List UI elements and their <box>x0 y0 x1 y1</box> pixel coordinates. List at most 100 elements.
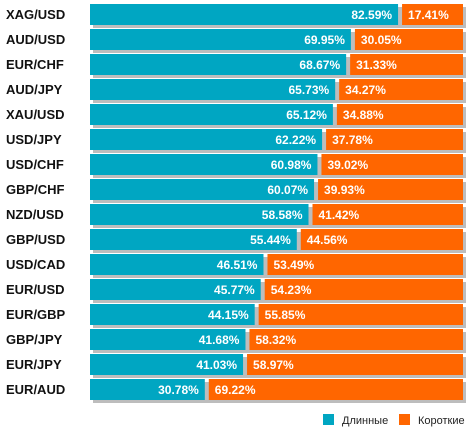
short-value-label: 39.02% <box>327 158 368 172</box>
bar-long <box>90 129 323 150</box>
pair-label: USD/CHF <box>6 157 64 172</box>
bar-long <box>90 204 309 225</box>
bar-short <box>208 379 463 400</box>
pair-label: EUR/AUD <box>6 382 65 397</box>
short-value-label: 41.42% <box>319 208 360 222</box>
long-value-label: 65.73% <box>288 83 329 97</box>
pair-label: GBP/CHF <box>6 182 65 197</box>
bar-short <box>258 304 463 325</box>
bar-row: AUD/USD 69.95% 30.05% <box>6 29 466 53</box>
bar-row: EUR/AUD 30.78% 69.22% <box>6 379 466 403</box>
bar-row: GBP/USD 55.44% 44.56% <box>6 229 466 253</box>
bar-long <box>90 254 264 275</box>
long-value-label: 82.59% <box>351 8 392 22</box>
pair-label: AUD/JPY <box>6 82 63 97</box>
legend-label-short: Короткие <box>418 415 465 427</box>
bar-row: GBP/JPY 41.68% 58.32% <box>6 329 466 353</box>
pair-label: XAU/USD <box>6 107 65 122</box>
pair-label: EUR/USD <box>6 282 65 297</box>
long-value-label: 46.51% <box>217 258 258 272</box>
pair-label: GBP/JPY <box>6 332 63 347</box>
pair-label: EUR/GBP <box>6 307 66 322</box>
bar-long <box>90 329 246 350</box>
bar-row: NZD/USD 58.58% 41.42% <box>6 204 466 228</box>
bar-short <box>267 254 463 275</box>
short-value-label: 34.27% <box>345 83 386 97</box>
bar-long <box>90 354 244 375</box>
bar-short <box>247 354 463 375</box>
bar-long <box>90 229 297 250</box>
chart-legend: Длинные Короткие <box>323 414 465 427</box>
bar-short <box>350 54 463 75</box>
bar-long <box>90 154 318 175</box>
bar-long <box>90 79 336 100</box>
bar-short <box>321 154 463 175</box>
short-value-label: 34.88% <box>343 108 384 122</box>
bar-short <box>336 104 463 125</box>
long-value-label: 41.03% <box>196 358 237 372</box>
pair-label: XAG/USD <box>6 7 65 22</box>
long-value-label: 41.68% <box>199 333 240 347</box>
short-value-label: 37.78% <box>332 133 373 147</box>
bar-short <box>326 129 463 150</box>
bar-row: EUR/JPY 41.03% 58.97% <box>6 354 466 378</box>
pair-label: NZD/USD <box>6 207 64 222</box>
bar-row: EUR/USD 45.77% 54.23% <box>6 279 466 303</box>
short-value-label: 44.56% <box>307 233 348 247</box>
bar-row: AUD/JPY 65.73% 34.27% <box>6 79 466 103</box>
pair-label: EUR/JPY <box>6 357 62 372</box>
bar-row: USD/CHF 60.98% 39.02% <box>6 154 466 178</box>
bar-row: USD/JPY 62.22% 37.78% <box>6 129 466 153</box>
long-value-label: 30.78% <box>158 383 199 397</box>
bar-row: USD/CAD 46.51% 53.49% <box>6 254 466 278</box>
short-value-label: 39.93% <box>324 183 365 197</box>
chart-rows: XAG/USD 82.59% 17.41% AUD/USD 69.95% 30.05% EU… <box>6 4 466 403</box>
bar-short <box>312 204 463 225</box>
bar-row: XAU/USD 65.12% 34.88% <box>6 104 466 128</box>
bar-long <box>90 304 255 325</box>
short-value-label: 69.22% <box>215 383 256 397</box>
short-value-label: 17.41% <box>408 8 449 22</box>
bar-long <box>90 4 399 25</box>
short-value-label: 54.23% <box>271 283 312 297</box>
pair-label: USD/JPY <box>6 132 62 147</box>
long-value-label: 58.58% <box>262 208 303 222</box>
bar-row: EUR/GBP 44.15% 55.85% <box>6 304 466 328</box>
pair-label: USD/CAD <box>6 257 65 272</box>
legend-label-long: Длинные <box>342 415 388 427</box>
bar-short <box>402 4 463 25</box>
long-value-label: 45.77% <box>214 283 255 297</box>
long-value-label: 55.44% <box>250 233 291 247</box>
bar-long <box>90 104 333 125</box>
bar-long <box>90 179 315 200</box>
bar-short <box>318 179 463 200</box>
bar-row: XAG/USD 82.59% 17.41% <box>6 4 466 28</box>
bar-short <box>264 279 463 300</box>
bar-short <box>300 229 463 250</box>
short-value-label: 31.33% <box>356 58 397 72</box>
bar-row: GBP/CHF 60.07% 39.93% <box>6 179 466 203</box>
short-value-label: 58.32% <box>255 333 296 347</box>
long-value-label: 44.15% <box>208 308 249 322</box>
short-value-label: 55.85% <box>265 308 306 322</box>
bar-short <box>339 79 463 100</box>
bar-short <box>354 29 463 50</box>
bar-long <box>90 279 261 300</box>
bar-long <box>90 29 351 50</box>
pair-label: AUD/USD <box>6 32 65 47</box>
legend-swatch-long <box>323 414 334 425</box>
long-value-label: 65.12% <box>286 108 327 122</box>
short-value-label: 58.97% <box>253 358 294 372</box>
long-value-label: 69.95% <box>304 33 345 47</box>
short-value-label: 30.05% <box>361 33 402 47</box>
bar-row: EUR/CHF 68.67% 31.33% <box>6 54 466 78</box>
pair-label: EUR/CHF <box>6 57 64 72</box>
long-value-label: 68.67% <box>299 58 340 72</box>
long-value-label: 60.98% <box>271 158 312 172</box>
long-value-label: 62.22% <box>275 133 316 147</box>
short-value-label: 53.49% <box>273 258 314 272</box>
legend-swatch-short <box>399 414 410 425</box>
bar-long <box>90 379 205 400</box>
bar-short <box>249 329 463 350</box>
